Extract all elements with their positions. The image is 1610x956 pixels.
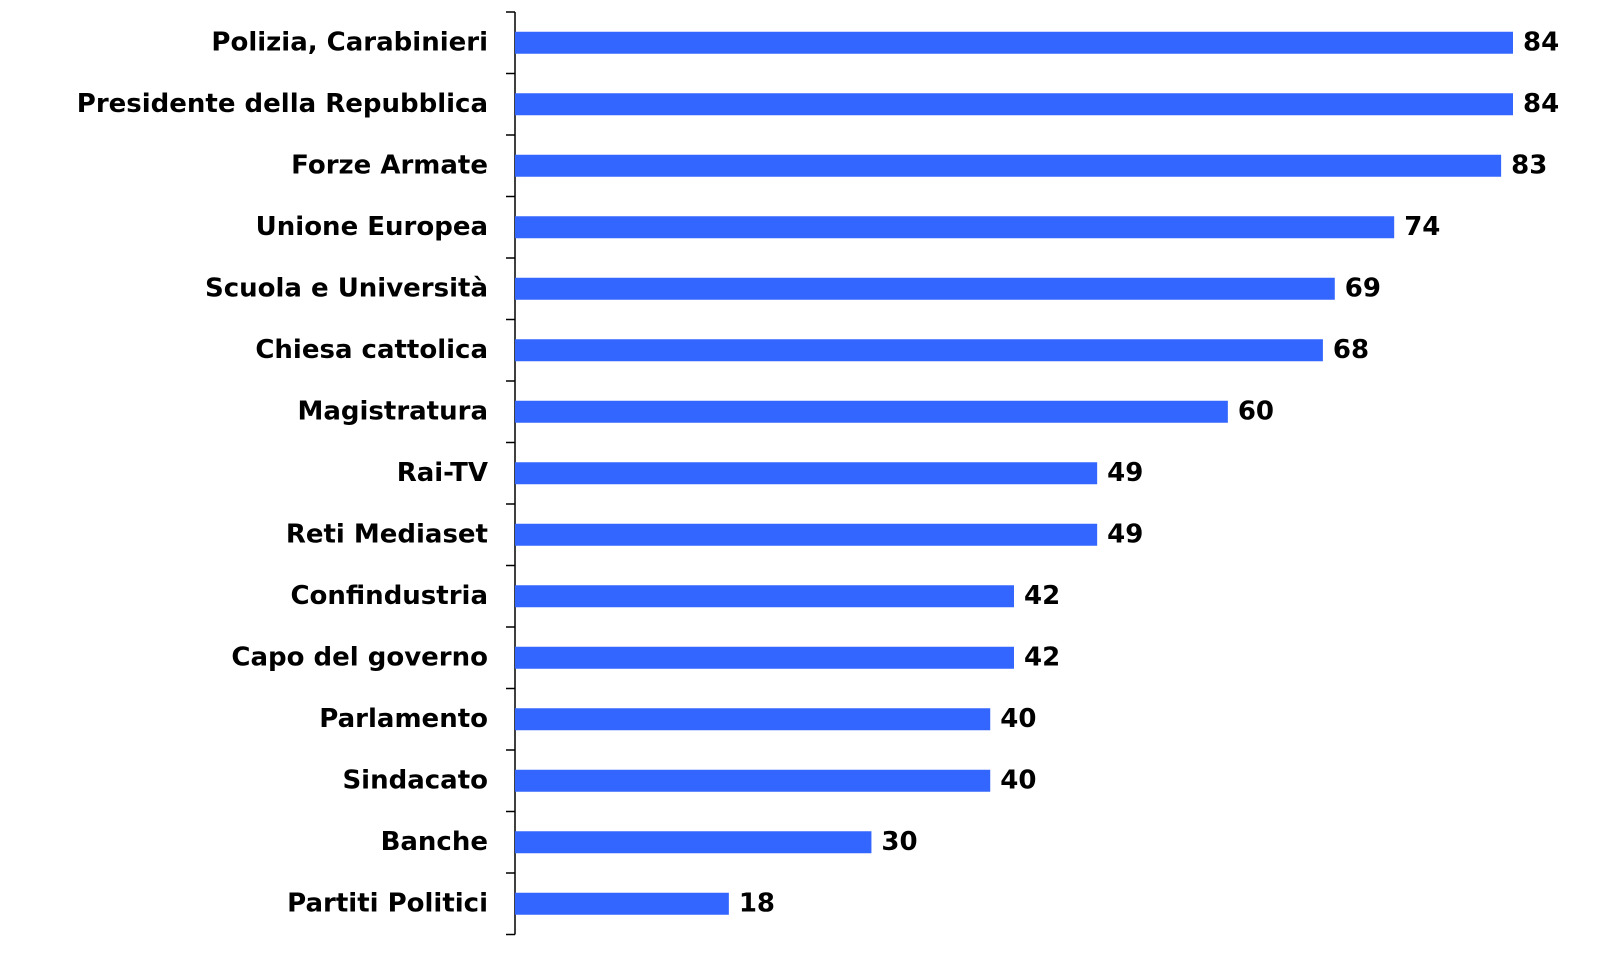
category-label: Partiti Politici (287, 888, 488, 918)
value-label: 40 (1000, 704, 1036, 734)
value-label: 83 (1511, 150, 1547, 180)
category-label: Reti Mediaset (286, 519, 488, 549)
bar (515, 339, 1323, 362)
category-label: Polizia, Carabinieri (211, 27, 488, 57)
bar (515, 400, 1228, 423)
category-label: Banche (381, 827, 488, 857)
category-label: Rai-TV (397, 458, 488, 488)
bar (515, 31, 1513, 54)
category-label: Scuola e Università (205, 273, 488, 303)
category-label: Unione Europea (256, 212, 488, 242)
value-label: 74 (1404, 212, 1440, 242)
bar (515, 585, 1014, 608)
category-label: Capo del governo (231, 642, 488, 672)
category-label: Parlamento (319, 704, 488, 734)
value-label: 60 (1238, 396, 1274, 426)
value-label: 49 (1107, 519, 1143, 549)
bar (515, 93, 1513, 116)
bar (515, 216, 1395, 239)
category-label: Forze Armate (291, 150, 488, 180)
bar (515, 769, 991, 792)
value-label: 42 (1024, 581, 1060, 611)
category-label: Confindustria (290, 581, 488, 611)
value-label: 49 (1107, 458, 1143, 488)
category-label: Sindacato (342, 765, 488, 795)
value-label: 40 (1000, 765, 1036, 795)
value-label: 18 (739, 888, 775, 918)
category-label: Chiesa cattolica (255, 335, 488, 365)
bar (515, 708, 991, 731)
bar (515, 831, 872, 854)
value-label: 84 (1523, 89, 1559, 119)
bar (515, 277, 1335, 300)
bar (515, 892, 729, 915)
category-label: Magistratura (297, 396, 488, 426)
bar (515, 523, 1098, 546)
category-label: Presidente della Repubblica (77, 89, 488, 119)
value-label: 30 (881, 827, 917, 857)
value-label: 69 (1345, 273, 1381, 303)
value-label: 68 (1333, 335, 1369, 365)
value-label: 42 (1024, 642, 1060, 672)
bar (515, 462, 1098, 485)
bar (515, 646, 1014, 669)
value-label: 84 (1523, 27, 1559, 57)
bar (515, 154, 1502, 177)
